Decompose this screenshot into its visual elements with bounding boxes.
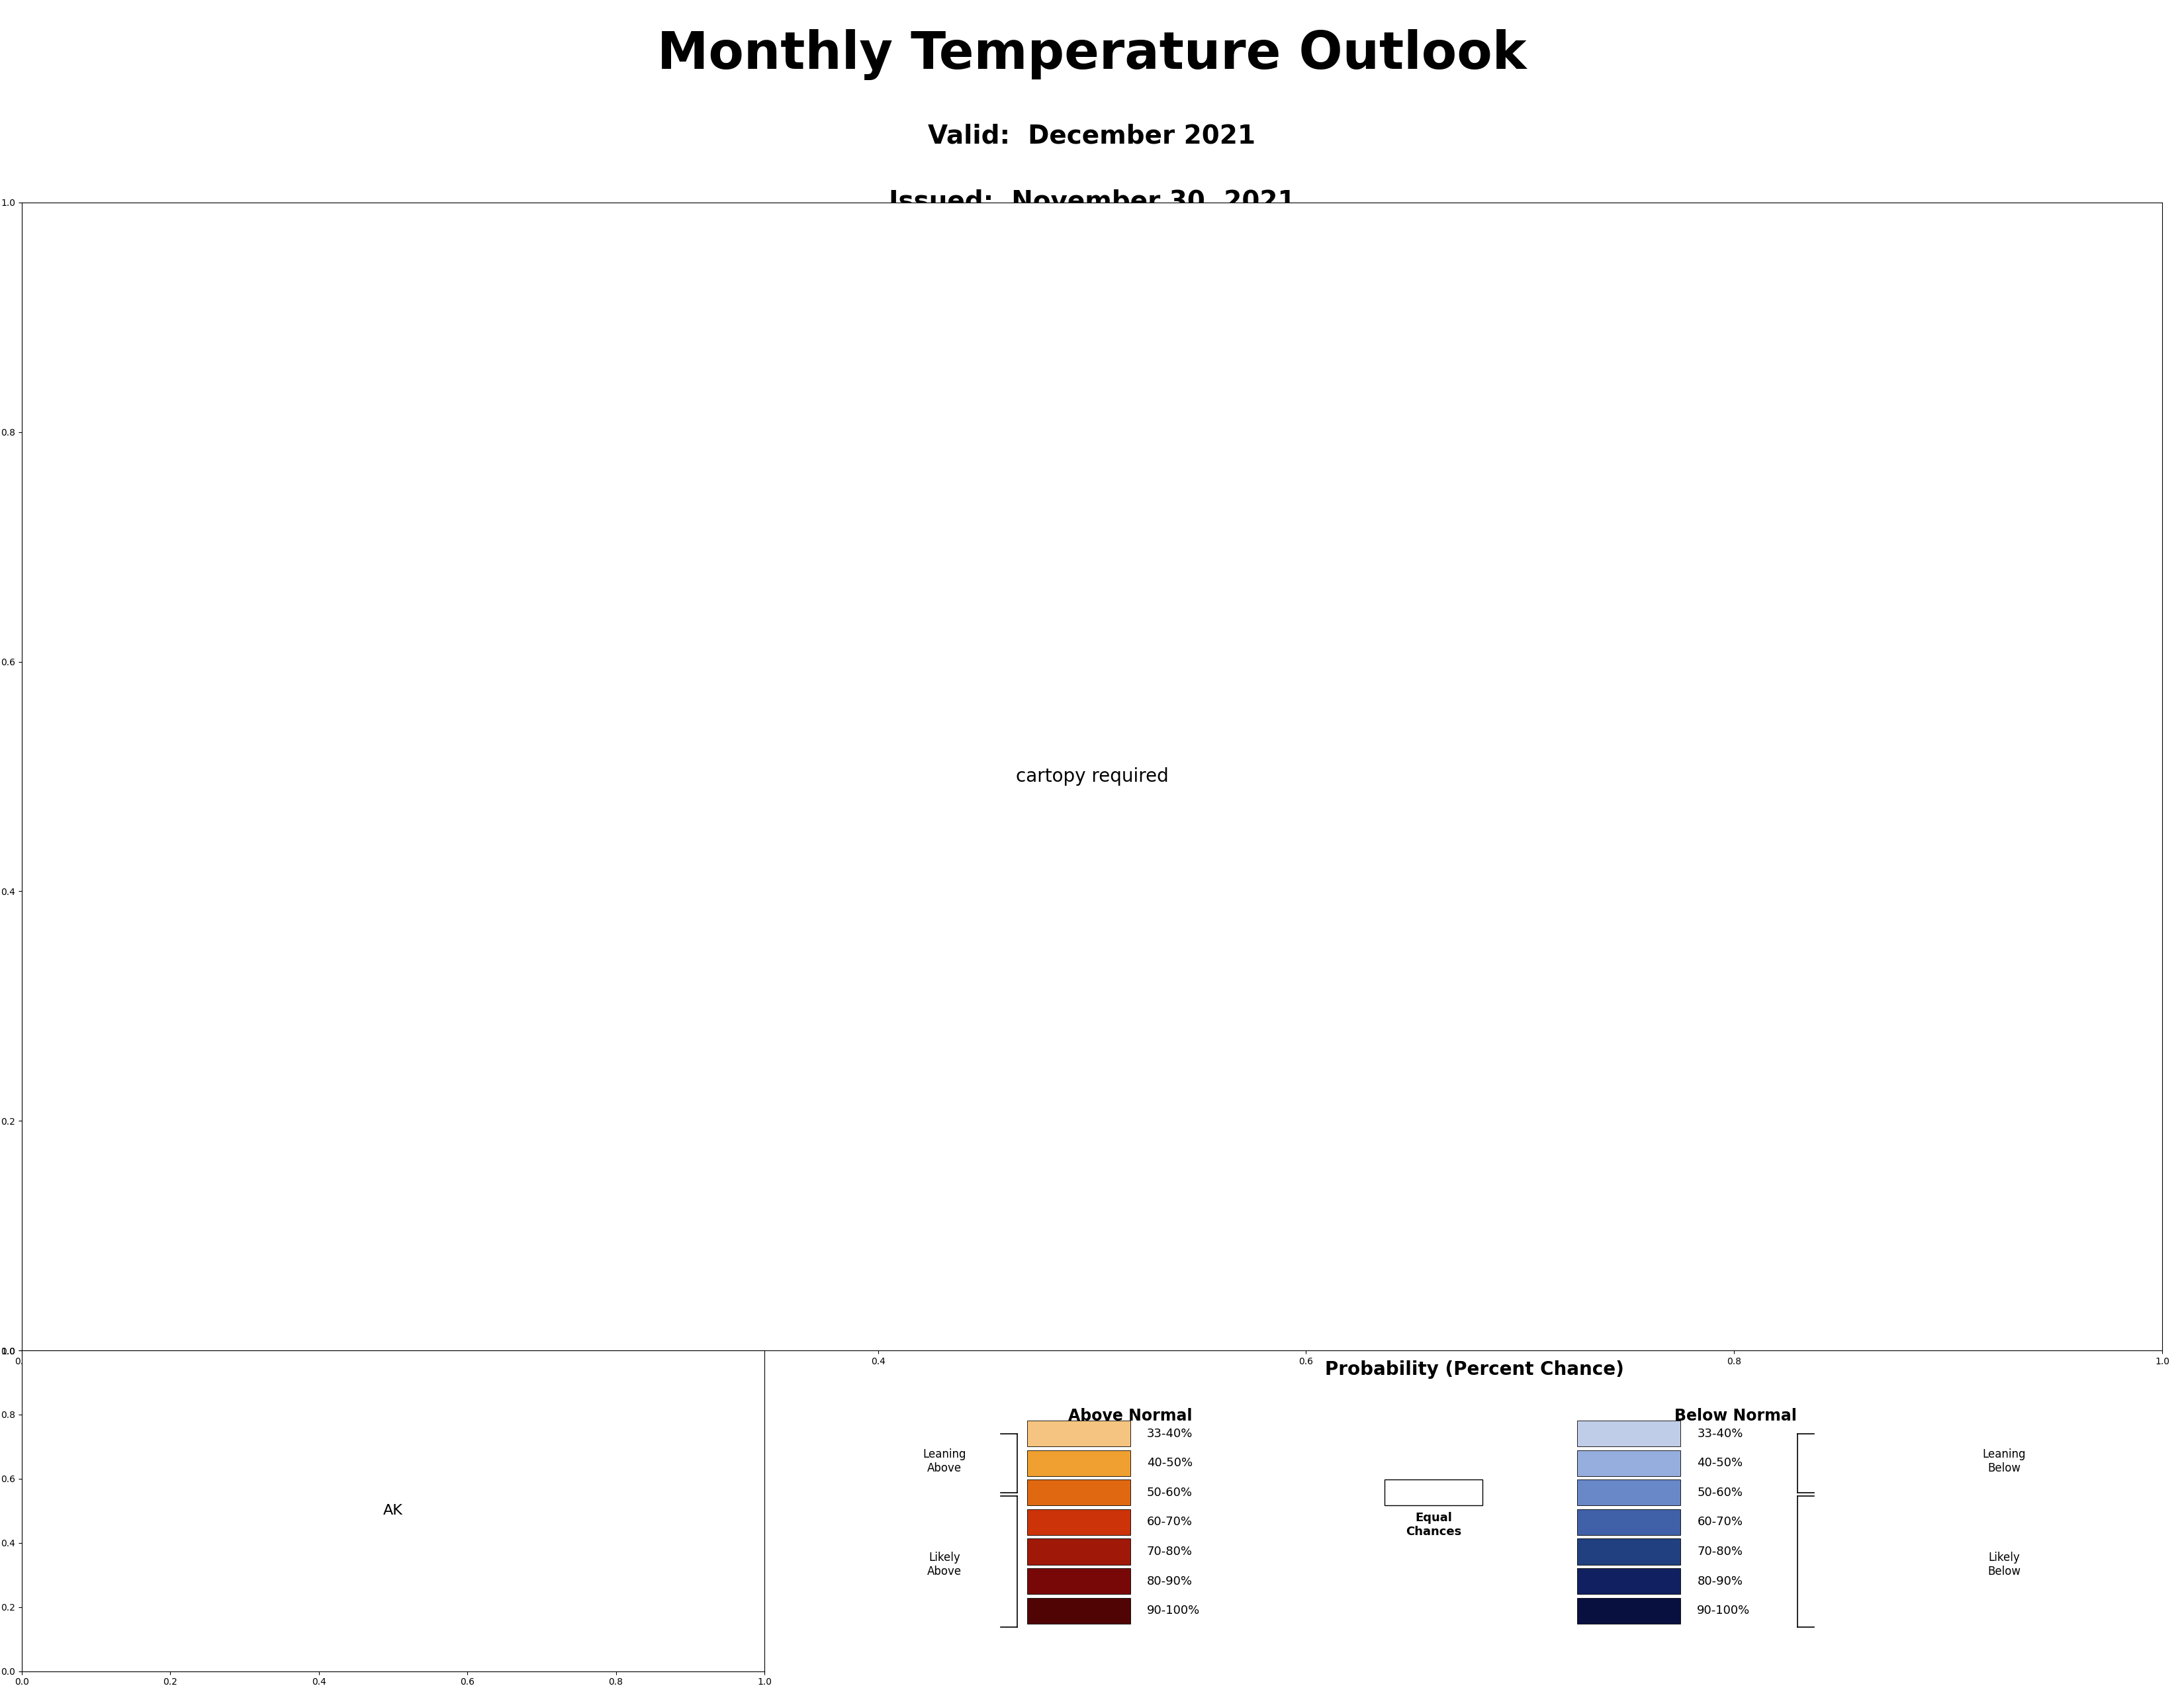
Bar [1026, 1539, 1131, 1565]
Text: 60-70%: 60-70% [1697, 1516, 1743, 1528]
Text: 40-50%: 40-50% [1147, 1457, 1192, 1469]
Text: Leaning
Below: Leaning Below [1983, 1448, 2025, 1474]
Text: Probability (Percent Chance): Probability (Percent Chance) [1326, 1361, 1623, 1379]
Bar [1026, 1421, 1131, 1447]
Text: Below Normal: Below Normal [1675, 1408, 1797, 1425]
Text: 80-90%: 80-90% [1697, 1575, 1743, 1587]
Text: Leaning
Above: Leaning Above [924, 1448, 965, 1474]
Text: AK: AK [382, 1504, 404, 1518]
Text: Valid:  December 2021: Valid: December 2021 [928, 123, 1256, 149]
Bar [1385, 1480, 1483, 1506]
Text: Equal
Chances: Equal Chances [1406, 1512, 1461, 1538]
Bar [1577, 1568, 1682, 1593]
Bar [1577, 1421, 1682, 1447]
Text: 80-90%: 80-90% [1147, 1575, 1192, 1587]
Text: Monthly Temperature Outlook: Monthly Temperature Outlook [657, 29, 1527, 81]
Text: 70-80%: 70-80% [1697, 1546, 1743, 1558]
Bar [1577, 1509, 1682, 1534]
Bar [1577, 1539, 1682, 1565]
Text: Likely
Above: Likely Above [928, 1551, 961, 1578]
Bar [1026, 1480, 1131, 1506]
Bar [1026, 1597, 1131, 1624]
Bar [1026, 1509, 1131, 1534]
Text: 50-60%: 50-60% [1697, 1487, 1743, 1499]
Bar [1577, 1480, 1682, 1506]
Text: 40-50%: 40-50% [1697, 1457, 1743, 1469]
Text: Issued:  November 30, 2021: Issued: November 30, 2021 [889, 189, 1295, 214]
Text: 33-40%: 33-40% [1147, 1428, 1192, 1440]
Bar [1026, 1450, 1131, 1475]
Text: 33-40%: 33-40% [1697, 1428, 1743, 1440]
Text: 50-60%: 50-60% [1147, 1487, 1192, 1499]
Bar [1026, 1568, 1131, 1593]
Text: 90-100%: 90-100% [1147, 1605, 1199, 1617]
Text: 60-70%: 60-70% [1147, 1516, 1192, 1528]
Text: cartopy required: cartopy required [1016, 768, 1168, 785]
Text: 90-100%: 90-100% [1697, 1605, 1749, 1617]
Text: Above Normal: Above Normal [1068, 1408, 1192, 1425]
Text: 70-80%: 70-80% [1147, 1546, 1192, 1558]
Bar [1577, 1597, 1682, 1624]
Text: Likely
Below: Likely Below [1987, 1551, 2020, 1578]
Bar [1577, 1450, 1682, 1475]
